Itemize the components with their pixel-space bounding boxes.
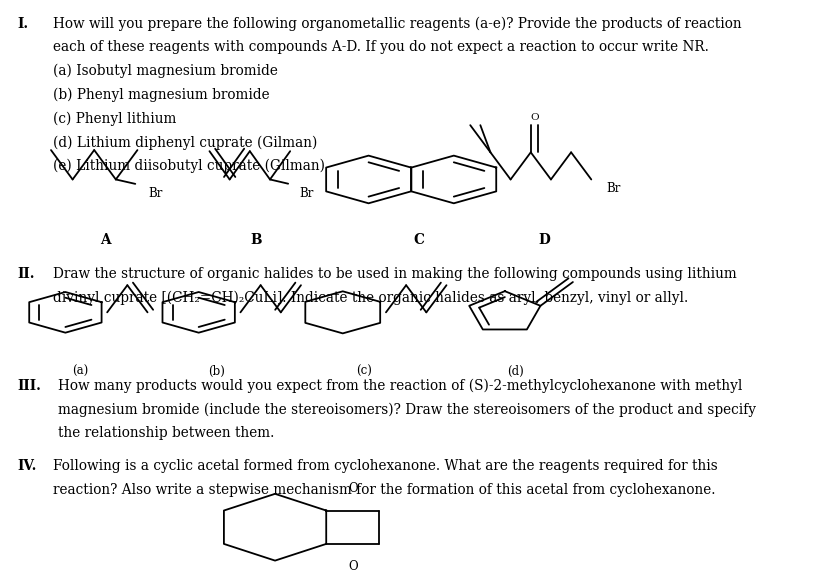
Text: (c): (c) <box>356 365 372 378</box>
Text: (b) Phenyl magnesium bromide: (b) Phenyl magnesium bromide <box>53 88 270 102</box>
Text: the relationship between them.: the relationship between them. <box>58 426 274 440</box>
Text: divinyl cuprate [(CH₂=CH)₂CuLi]. Indicate the organic halides as aryl, benzyl, v: divinyl cuprate [(CH₂=CH)₂CuLi]. Indicat… <box>53 291 688 305</box>
Text: O: O <box>348 482 357 494</box>
Text: each of these reagents with compounds A-D. If you do not expect a reaction to oc: each of these reagents with compounds A-… <box>53 41 709 54</box>
Text: C: C <box>413 233 424 247</box>
Text: magnesium bromide (include the stereoisomers)? Draw the stereoisomers of the pro: magnesium bromide (include the stereoiso… <box>58 402 756 417</box>
Text: How will you prepare the following organometallic reagents (a-e)? Provide the pr: How will you prepare the following organ… <box>53 17 742 31</box>
Text: Draw the structure of organic halides to be used in making the following compoun: Draw the structure of organic halides to… <box>53 267 737 281</box>
Text: II.: II. <box>17 267 35 281</box>
Text: (d): (d) <box>507 365 524 378</box>
Text: Br: Br <box>300 186 314 200</box>
Text: A: A <box>100 233 111 247</box>
Text: I.: I. <box>17 17 28 31</box>
Text: (a) Isobutyl magnesium bromide: (a) Isobutyl magnesium bromide <box>53 64 278 79</box>
Text: B: B <box>251 233 262 247</box>
Text: IV.: IV. <box>17 459 37 474</box>
Text: Following is a cyclic acetal formed from cyclohexanone. What are the reagents re: Following is a cyclic acetal formed from… <box>53 459 718 474</box>
Text: Br: Br <box>607 182 621 195</box>
Text: (e) Lithium diisobutyl cuprate (Gilman): (e) Lithium diisobutyl cuprate (Gilman) <box>53 159 325 174</box>
Text: III.: III. <box>17 379 41 393</box>
Text: (a): (a) <box>71 365 88 378</box>
Text: O: O <box>530 113 538 123</box>
Text: How many products would you expect from the reaction of (S)-2-methylcyclohexanon: How many products would you expect from … <box>58 379 743 393</box>
Text: O: O <box>348 560 357 573</box>
Text: (d) Lithium diphenyl cuprate (Gilman): (d) Lithium diphenyl cuprate (Gilman) <box>53 135 317 150</box>
Text: D: D <box>538 233 550 247</box>
Text: Br: Br <box>148 186 163 200</box>
Text: (b): (b) <box>209 365 225 378</box>
Text: (c) Phenyl lithium: (c) Phenyl lithium <box>53 112 176 126</box>
Text: reaction? Also write a stepwise mechanism for the formation of this acetal from : reaction? Also write a stepwise mechanis… <box>53 483 715 497</box>
